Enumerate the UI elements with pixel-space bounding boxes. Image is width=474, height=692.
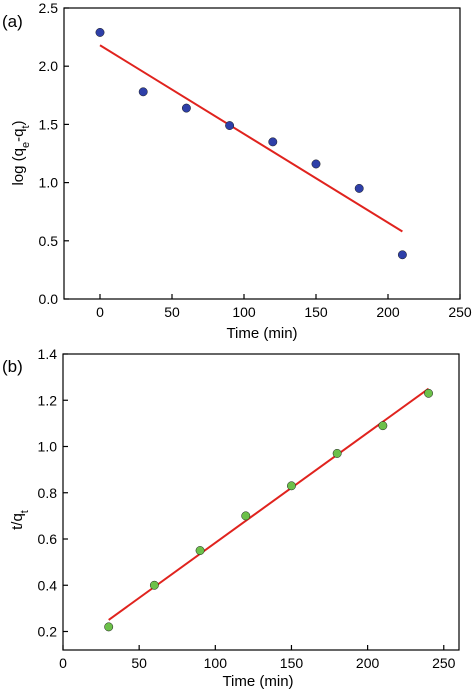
- panel-a-x-ticks: 0 50 100 150 200 250: [96, 294, 472, 320]
- panel-b-y-tick-label: 1.4: [38, 346, 58, 362]
- panel-b-x-ticks: 0 50 100 150 200 250: [59, 645, 456, 671]
- panel-a-data-point: [181, 103, 191, 113]
- panel-b-data-point: [378, 421, 388, 431]
- panel-b-x-tick-label: 100: [204, 655, 228, 671]
- panel-a: (a) 0.0 0.5 1.0 1.5 2.0 2.5 0 50 100 150 200 250 T…: [2, 0, 472, 342]
- panel-a-plot-frame: [63, 7, 461, 300]
- panel-a-x-tick-label: 150: [304, 304, 328, 320]
- panel-b-data-point: [195, 546, 205, 556]
- panel-b-x-tick-label: 50: [131, 655, 147, 671]
- panel-b-data-point: [104, 622, 114, 632]
- panel-a-points: [95, 27, 407, 260]
- panel-a-y-axis-title: log (qe-qt): [10, 120, 32, 185]
- panel-a-ylabel-sub2: t: [20, 125, 32, 128]
- panel-a-data-point: [311, 159, 321, 169]
- panel-a-data-point: [397, 250, 407, 260]
- panel-a-x-tick-label: 0: [96, 304, 104, 320]
- panel-b-y-tick-label: 1.0: [38, 439, 58, 455]
- panel-a-x-tick-label: 200: [376, 304, 400, 320]
- panel-a-ylabel-part3: ): [10, 120, 27, 125]
- panel-b-x-axis-title: Time (min): [222, 673, 293, 690]
- panel-b-x-tick-label: 150: [280, 655, 304, 671]
- panel-b-label: (b): [2, 357, 23, 376]
- panel-a-ylabel-part2: -q: [10, 129, 27, 142]
- panel-b-y-tick-label: 0.4: [38, 577, 58, 593]
- panel-b-y-ticks: 0.2 0.4 0.6 0.8 1.0 1.2 1.4: [38, 346, 68, 640]
- panel-a-x-tick-label: 250: [448, 304, 472, 320]
- panel-a-y-tick-label: 0.0: [39, 291, 59, 307]
- panel-b-ylabel-sub: t: [19, 510, 31, 513]
- panel-b-x-tick-label: 200: [356, 655, 380, 671]
- panel-b-y-tick-label: 0.6: [38, 531, 58, 547]
- panel-b: (b) 0.2 0.4 0.6 0.8 1.0 1.2 1.4 0 50 100 150 200 25…: [2, 346, 460, 690]
- panel-b-y-tick-label: 1.2: [38, 392, 58, 408]
- panel-a-y-ticks: 0.0 0.5 1.0 1.5 2.0 2.5: [39, 0, 69, 307]
- panel-b-data-point: [149, 580, 159, 590]
- panel-b-y-tick-label: 0.8: [38, 485, 58, 501]
- panel-a-fit-line-group: [99, 44, 403, 233]
- panel-b-y-axis-title: t/qt: [9, 510, 31, 530]
- panel-b-fit-line: [108, 387, 430, 621]
- panel-a-fit-line: [99, 44, 403, 233]
- panel-b-data-point: [241, 511, 251, 521]
- panel-a-y-tick-label: 1.0: [39, 175, 59, 191]
- panel-b-data-point: [424, 388, 433, 398]
- panel-a-x-tick-label: 100: [232, 304, 256, 320]
- panel-b-data-point: [332, 448, 342, 458]
- panel-a-y-tick-label: 2.5: [39, 0, 59, 16]
- panel-a-data-point: [138, 87, 148, 97]
- panel-a-data-point: [354, 183, 364, 193]
- panel-a-y-tick-label: 1.5: [39, 116, 59, 132]
- panel-a-data-point: [268, 137, 278, 147]
- panel-a-y-tick-label: 2.0: [39, 58, 59, 74]
- panel-a-ylabel-part1: log (q: [10, 148, 27, 186]
- panel-b-x-tick-label: 0: [59, 655, 67, 671]
- panel-a-x-tick-label: 50: [164, 304, 180, 320]
- panel-a-y-tick-label: 0.5: [39, 233, 59, 249]
- panel-b-fit-line-group: [108, 387, 430, 621]
- panel-a-x-axis-title: Time (min): [226, 325, 297, 342]
- panel-b-ylabel-part1: t/q: [9, 513, 26, 530]
- panel-a-label: (a): [2, 12, 23, 31]
- panel-b-points: [104, 388, 433, 632]
- panel-a-ylabel-sub1: e: [20, 142, 32, 148]
- panel-b-y-tick-label: 0.2: [38, 624, 58, 640]
- panel-a-data-point: [225, 121, 235, 131]
- panel-b-plot-frame: [62, 353, 460, 651]
- panel-b-x-tick-label: 250: [432, 655, 456, 671]
- panel-b-data-point: [287, 481, 296, 491]
- panel-a-data-point: [95, 27, 105, 37]
